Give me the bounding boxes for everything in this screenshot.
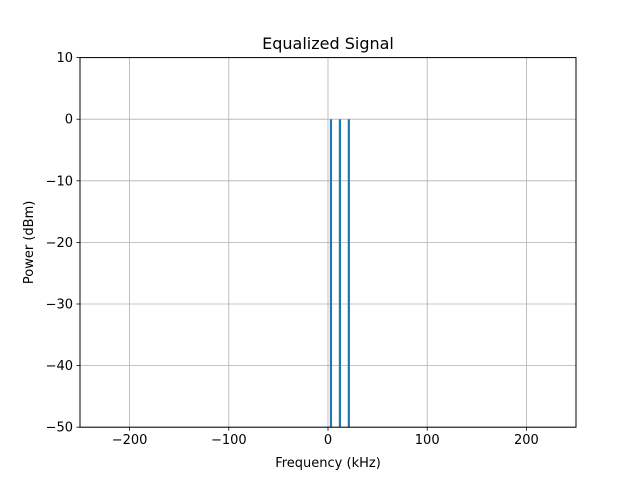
y-tick-label: −10 xyxy=(46,174,73,189)
chart-title: Equalized Signal xyxy=(262,34,394,53)
y-tick-label: −20 xyxy=(46,236,73,251)
y-tick-label: 10 xyxy=(56,51,73,66)
y-axis-label: Power (dBm) xyxy=(22,201,37,284)
series xyxy=(329,119,350,428)
x-tick-label: 100 xyxy=(415,433,440,448)
x-axis-ticks: −200 −100 0 100 200 xyxy=(112,427,539,448)
y-tick-label: −40 xyxy=(46,359,73,374)
y-axis-ticks: 10 0 −10 −20 −30 −40 −50 xyxy=(46,51,80,436)
x-tick-label: −200 xyxy=(112,433,148,448)
x-tick-label: −100 xyxy=(211,433,247,448)
y-tick-label: −30 xyxy=(46,298,73,313)
x-tick-label: 200 xyxy=(514,433,539,448)
y-tick-label: −50 xyxy=(46,421,73,436)
y-tick-label: 0 xyxy=(65,113,73,128)
x-tick-label: 0 xyxy=(324,433,332,448)
x-axis-label: Frequency (kHz) xyxy=(275,456,381,471)
